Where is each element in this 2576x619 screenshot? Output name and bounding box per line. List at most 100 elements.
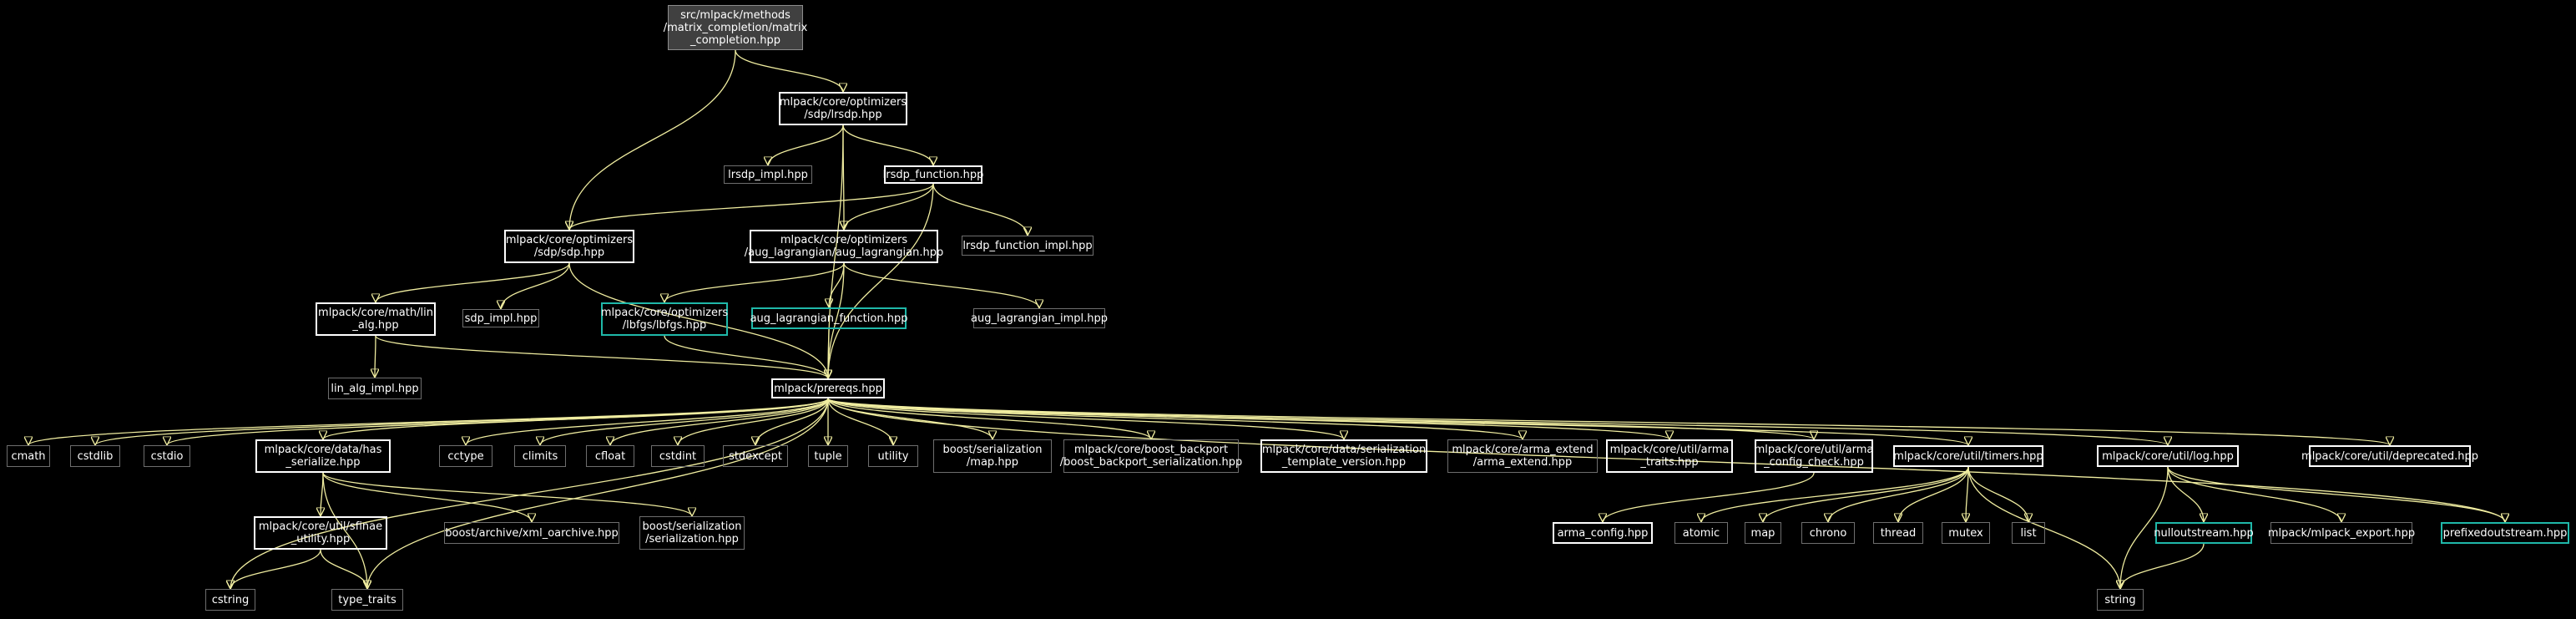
node-lrsdp-impl[interactable]: lrsdp_impl.hpp: [724, 165, 812, 184]
node-sfinae[interactable]: mlpack/core/util/sfinae _utility.hpp: [254, 516, 387, 550]
node-prereqs[interactable]: mlpack/prereqs.hpp: [771, 378, 885, 398]
node-log[interactable]: mlpack/core/util/log.hpp: [2097, 445, 2239, 467]
node-nulloutstream[interactable]: nulloutstream.hpp: [2154, 522, 2254, 544]
node-list[interactable]: list: [2012, 522, 2045, 544]
node-sdp[interactable]: mlpack/core/optimizers /sdp/sdp.hpp: [504, 230, 634, 263]
edge-log-to-mlpack_export: [2167, 466, 2341, 523]
node-string[interactable]: string: [2097, 589, 2144, 611]
edge-has_serialize-to-type_traits: [322, 472, 367, 589]
edge-log-to-nulloutstream: [2167, 466, 2204, 522]
edge-sdp-to-sdp_impl: [501, 262, 570, 310]
node-thread[interactable]: thread: [1873, 522, 1923, 544]
edge-prereqs-to-arma_extend: [827, 398, 1523, 440]
edge-sdp-to-lin_alg: [376, 262, 570, 303]
node-lbfgs[interactable]: mlpack/core/optimizers /lbfgs/lbfgs.hpp: [601, 302, 728, 336]
node-arma-config[interactable]: arma_config.hpp: [1553, 522, 1653, 544]
edge-lrsdp_function-to-sdp: [569, 183, 934, 231]
edge-prereqs-to-stdexcept: [755, 398, 829, 446]
edge-has_serialize-to-boost_serialization: [322, 472, 692, 517]
node-climits[interactable]: climits: [514, 445, 566, 467]
node-sdp-impl[interactable]: sdp_impl.hpp: [462, 309, 539, 327]
edge-lrsdp_function-to-aug_lagrangian: [844, 183, 934, 231]
edge-prereqs-to-timers: [827, 398, 1968, 446]
edge-prereqs-to-cstring: [230, 398, 829, 589]
node-prefixedoutstream[interactable]: prefixedoutstream.hpp: [2441, 522, 2569, 544]
edge-aug_lagrangian-to-lbfgs: [664, 262, 845, 303]
node-has-serialize[interactable]: mlpack/core/data/has _serialize.hpp: [255, 439, 391, 473]
edge-prereqs-to-cstdint: [678, 398, 829, 446]
node-cmath[interactable]: cmath: [7, 445, 50, 467]
edge-prereqs-to-utility: [827, 398, 893, 446]
node-cstdio[interactable]: cstdio: [144, 445, 190, 467]
node-chrono[interactable]: chrono: [1801, 522, 1855, 544]
edge-timers-to-map: [1763, 466, 1969, 523]
edge-timers-to-mutex: [1966, 466, 1968, 522]
edge-log-to-prefixedoutstream: [2167, 466, 2505, 523]
edge-lbfgs-to-prereqs: [664, 335, 828, 379]
node-aug-lagrangian-function[interactable]: aug_lagrangian_function.hpp: [750, 307, 907, 329]
node-cstdint[interactable]: cstdint: [651, 445, 705, 467]
edge-prereqs-to-cctype: [466, 398, 829, 446]
node-tuple[interactable]: tuple: [808, 445, 848, 467]
node-type-traits[interactable]: type_traits: [331, 589, 403, 611]
node-arma-traits[interactable]: mlpack/core/util/arma _traits.hpp: [1606, 439, 1733, 473]
node-aug-lagrangian-impl[interactable]: aug_lagrangian_impl.hpp: [971, 308, 1108, 328]
edge-timers-to-atomic: [1701, 466, 1969, 523]
edge-prereqs-to-boost_backport: [827, 398, 1151, 440]
edge-lrsdp_function-to-prereqs: [828, 183, 934, 378]
node-arma-extend[interactable]: mlpack/core/arma_extend /arma_extend.hpp: [1447, 439, 1598, 473]
edge-prereqs-to-cfloat: [610, 398, 829, 446]
node-lrsdp[interactable]: mlpack/core/optimizers /sdp/lrsdp.hpp: [779, 92, 907, 125]
edge-prereqs-to-deprecated: [827, 398, 2390, 446]
node-mlpack-export[interactable]: mlpack/mlpack_export.hpp: [2268, 522, 2415, 544]
node-xml-oarchive[interactable]: boost/archive/xml_oarchive.hpp: [444, 522, 619, 544]
edge-arma_config_check-to-arma_config: [1603, 472, 1815, 523]
node-cstdlib[interactable]: cstdlib: [70, 445, 120, 467]
node-mutex[interactable]: mutex: [1942, 522, 1990, 544]
edge-lrsdp_function-to-lrsdp_function_impl: [932, 183, 1028, 236]
node-boost-serialization[interactable]: boost/serialization /serialization.hpp: [639, 516, 745, 550]
edge-sfinae-to-type_traits: [320, 549, 367, 590]
edge-prereqs-to-prefixedoutstream: [827, 398, 2505, 522]
node-lin-alg-impl[interactable]: lin_alg_impl.hpp: [328, 378, 422, 399]
edge-lin_alg-to-lin_alg_impl: [375, 335, 376, 378]
node-root[interactable]: src/mlpack/methods /matrix_completion/ma…: [664, 5, 807, 50]
node-cfloat[interactable]: cfloat: [586, 445, 634, 467]
edge-lrsdp-to-lrsdp_function: [842, 124, 933, 166]
node-boost-map[interactable]: boost/serialization /map.hpp: [933, 439, 1052, 473]
node-stdexcept[interactable]: stdexcept: [723, 445, 788, 467]
node-cstring[interactable]: cstring: [205, 589, 255, 611]
node-serialization-template[interactable]: mlpack/core/data/serialization _template…: [1260, 439, 1427, 473]
edge-has_serialize-to-sfinae: [321, 472, 323, 516]
node-cctype[interactable]: cctype: [439, 445, 492, 467]
edge-sdp-to-prereqs: [568, 262, 828, 378]
node-atomic[interactable]: atomic: [1674, 522, 1728, 544]
node-utility[interactable]: utility: [868, 445, 918, 467]
node-deprecated[interactable]: mlpack/core/util/deprecated.hpp: [2301, 445, 2478, 467]
node-lrsdp-function[interactable]: lrsdp_function.hpp: [883, 165, 983, 184]
edge-sfinae-to-cstring: [230, 549, 321, 590]
node-aug-lagrangian[interactable]: mlpack/core/optimizers /aug_lagrangian/a…: [745, 230, 943, 263]
edge-lrsdp-to-lrsdp_impl: [768, 124, 844, 166]
edge-root-to-sdp: [569, 49, 736, 230]
edge-prereqs-to-log: [827, 398, 2168, 446]
edge-timers-to-chrono: [1828, 466, 1969, 523]
edge-aug_lagrangian-to-aug_lagrangian_impl: [843, 262, 1039, 309]
edge-log-to-string: [2120, 466, 2169, 589]
edge-root-to-lrsdp: [735, 49, 843, 93]
edge-aug_lagrangian_function-to-prereqs: [828, 328, 829, 378]
node-timers[interactable]: mlpack/core/util/timers.hpp: [1893, 445, 2043, 467]
edge-prereqs-to-type_traits: [367, 398, 829, 589]
edge-prereqs-to-climits: [540, 398, 829, 446]
node-arma-config-check[interactable]: mlpack/core/util/arma _config_check.hpp: [1755, 439, 1873, 473]
node-map[interactable]: map: [1745, 522, 1781, 544]
edge-timers-to-list: [1967, 466, 2028, 523]
edge-lin_alg-to-prereqs: [375, 335, 828, 379]
node-boost-backport[interactable]: mlpack/core/boost_backport /boost_backpo…: [1060, 439, 1242, 473]
node-lin-alg[interactable]: mlpack/core/math/lin _alg.hpp: [316, 302, 436, 336]
node-lrsdp-function-impl[interactable]: lrsdp_function_impl.hpp: [962, 236, 1094, 256]
edge-prereqs-to-cmath: [28, 398, 829, 446]
edge-prereqs-to-has_serialize: [323, 398, 829, 440]
